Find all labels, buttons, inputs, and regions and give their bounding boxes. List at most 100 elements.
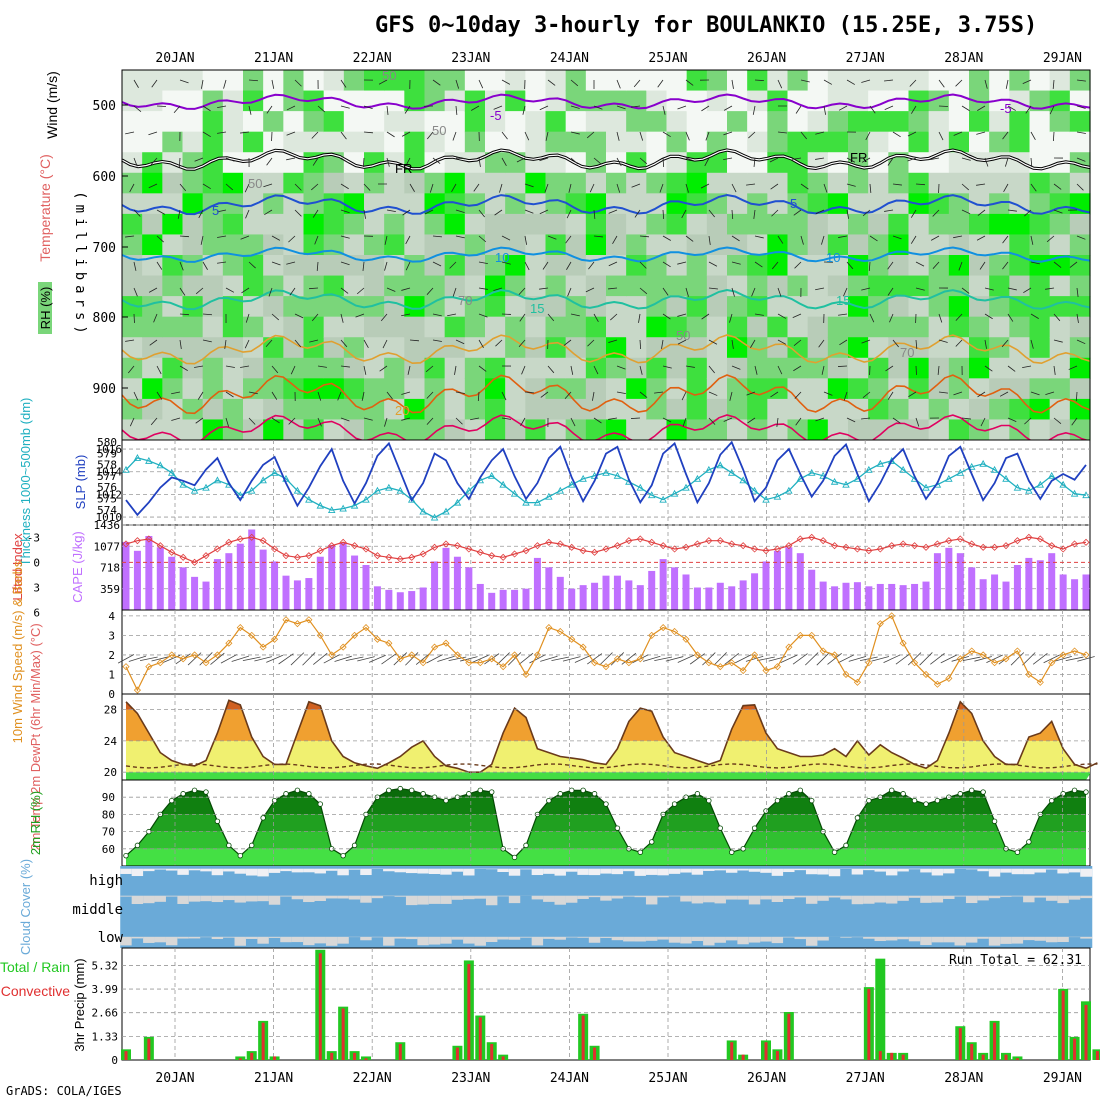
cloud-cell	[577, 893, 590, 920]
cloud-gap	[120, 895, 133, 897]
cloud-cell	[223, 920, 236, 948]
wind-barb	[312, 209, 319, 218]
wind-barb	[263, 183, 273, 188]
li-point	[568, 543, 576, 551]
rh-cell	[384, 419, 405, 441]
contour-line	[121, 374, 1091, 415]
wind-barb	[139, 656, 158, 662]
cloud-gap	[920, 895, 933, 903]
contour-line	[121, 414, 1091, 445]
thickness-point	[762, 495, 770, 503]
rh-cell	[585, 398, 607, 421]
wind-barb	[792, 157, 802, 160]
cape-bar	[716, 582, 724, 610]
wind-barb	[793, 365, 802, 372]
wind-barb	[1053, 209, 1063, 214]
rh-point	[237, 852, 243, 859]
wind-barb	[478, 365, 487, 372]
rh-point	[751, 825, 758, 831]
wind-barb	[547, 79, 556, 86]
wind-speed-point	[373, 635, 381, 643]
cape-bar	[499, 589, 507, 610]
rh-cell	[727, 193, 748, 215]
wind-barb	[518, 652, 534, 665]
rh-cell	[706, 193, 728, 215]
cloud-gap	[405, 895, 418, 906]
cloud-gap	[657, 868, 670, 876]
thickness-point	[213, 476, 222, 484]
rh-point	[729, 849, 735, 855]
rh-cell	[565, 193, 587, 215]
rh-cell	[827, 90, 849, 112]
cloud-gap	[885, 868, 898, 876]
wind-speed-point	[179, 655, 187, 663]
cloud-gap	[897, 868, 910, 872]
rh-cell	[243, 172, 264, 194]
wind-barb	[150, 417, 158, 426]
wind-barb	[616, 365, 626, 370]
precip-conv-bar	[147, 1038, 151, 1060]
wind-barb	[837, 365, 848, 367]
rh-point	[351, 842, 358, 849]
cloud-cell	[497, 920, 510, 948]
wind-barb	[225, 157, 235, 162]
li-point	[899, 540, 907, 548]
wind-barb	[662, 131, 671, 138]
cloud-cell	[463, 893, 476, 920]
wind-barb	[524, 183, 534, 188]
cloud-gap	[794, 936, 807, 940]
cloud-level-label: high	[89, 873, 123, 889]
wind-barb	[682, 417, 687, 427]
rh-cell	[969, 111, 990, 133]
rh-cell	[444, 316, 466, 338]
wind-barb	[895, 653, 911, 665]
cloud-cell	[394, 866, 407, 893]
rh-cell	[585, 234, 607, 256]
rh-cell	[1029, 234, 1051, 256]
slp-tick: 1014	[96, 466, 123, 479]
rh-cell	[182, 213, 204, 236]
cloud-cell	[634, 893, 647, 920]
wind-speed-point	[956, 655, 964, 663]
rh-cell	[1069, 398, 1091, 421]
rh-cell	[666, 357, 688, 379]
wind-barb	[574, 654, 592, 663]
cloud-cell	[794, 893, 807, 920]
rh-cell	[1009, 131, 1031, 153]
rh-cell	[606, 213, 627, 236]
wind-barb	[452, 287, 457, 297]
wind-barb	[654, 656, 673, 662]
rh-cell	[767, 316, 789, 338]
wind-barb	[210, 652, 225, 665]
rh-cell	[182, 419, 204, 441]
cloud-gap	[554, 868, 567, 876]
wind-barb	[621, 652, 637, 665]
precip-tick: 1.33	[92, 1030, 119, 1043]
thickness-point	[167, 468, 176, 476]
rh-cell	[686, 172, 708, 194]
wind-barb	[746, 183, 756, 186]
thickness-point	[567, 480, 576, 488]
rh-cell	[545, 234, 567, 256]
wind-barb	[823, 183, 828, 193]
rh-cell	[182, 90, 204, 112]
rh-cell	[444, 275, 466, 297]
rh-cell	[263, 131, 284, 153]
cloud-gap	[120, 868, 133, 874]
wind-barb	[937, 365, 940, 375]
cloud-gap	[280, 936, 293, 943]
cloud-cell	[440, 920, 453, 948]
li-point	[396, 555, 404, 563]
cloud-gap	[714, 936, 727, 943]
li-point	[293, 553, 301, 561]
wind-barb	[570, 79, 579, 87]
rh-cell	[142, 357, 163, 379]
cape-bar	[179, 567, 187, 610]
li-point	[1059, 545, 1067, 553]
rh-cell	[1029, 296, 1051, 318]
rh-cell	[747, 234, 768, 256]
chart-title: GFS 0~10day 3-hourly for BOULANKIO (15.2…	[375, 13, 1037, 38]
rh-cell	[686, 111, 708, 133]
rh-point	[843, 842, 849, 849]
